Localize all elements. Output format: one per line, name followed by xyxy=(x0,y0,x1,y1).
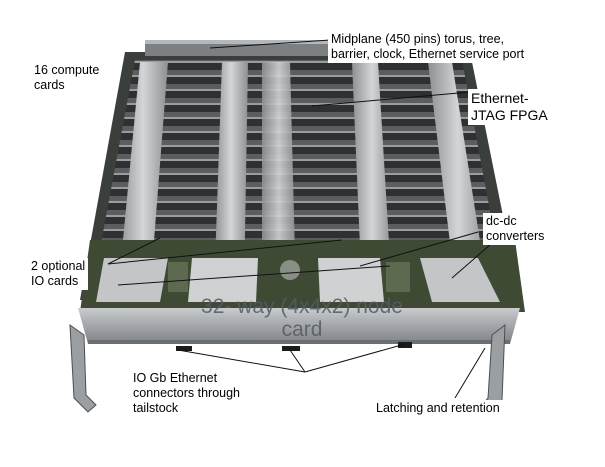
leader-eth-3 xyxy=(304,343,406,373)
heatsink-column-1 xyxy=(118,62,168,292)
label-fpga: Ethernet- JTAG FPGA xyxy=(468,89,551,125)
leader-io-3 xyxy=(117,265,391,286)
heatsink-column-3 xyxy=(262,62,296,292)
leader-io-2 xyxy=(107,239,343,265)
label-midplane: Midplane (450 pins) torus, tree, barrier… xyxy=(328,31,528,63)
ethernet-connector-1 xyxy=(176,346,192,351)
leader-fpga xyxy=(311,91,471,107)
io-card-left xyxy=(168,262,188,292)
leader-midplane xyxy=(209,39,331,49)
dcdc-heatsink-right xyxy=(420,258,500,302)
dcdc-heatsink-mid-right xyxy=(318,258,384,302)
leader-io-1 xyxy=(107,237,161,265)
label-node-card-line1: 32- way (4x4x2) node xyxy=(201,295,403,318)
label-dcdc: dc-dc converters xyxy=(483,213,548,245)
io-card-right xyxy=(386,262,410,292)
label-node-card-line2: card xyxy=(281,318,323,341)
fpga-chip xyxy=(280,260,300,280)
label-compute-cards: 16 compute cards xyxy=(31,62,103,94)
leader-eth-1 xyxy=(177,349,306,373)
ethernet-connector-3 xyxy=(398,342,412,348)
label-latching: Latching and retention xyxy=(373,400,503,417)
cooling-fins xyxy=(92,60,505,292)
tailstock-front xyxy=(78,308,520,344)
latch-lever-left xyxy=(69,323,97,413)
label-io-cards: 2 optional IO cards xyxy=(28,258,89,290)
dcdc-heatsink-mid-left xyxy=(188,258,258,302)
ethernet-connector-2 xyxy=(282,346,300,351)
leader-latch xyxy=(454,347,486,399)
heatsink-column-5 xyxy=(428,62,488,292)
tailstock xyxy=(69,308,520,415)
heatsink-column-4 xyxy=(352,62,392,292)
node-board-lower xyxy=(80,240,525,312)
tailstock-edge xyxy=(88,340,510,344)
leader-lines xyxy=(107,39,499,399)
dcdc-heatsink-left xyxy=(96,258,168,302)
leader-eth-2 xyxy=(289,349,306,373)
label-ethernet: IO Gb Ethernet connectors through tailst… xyxy=(130,370,244,417)
heatsink-column-2 xyxy=(214,62,248,292)
leader-dcdc-1 xyxy=(359,231,479,267)
compute-card-stack xyxy=(80,40,520,300)
